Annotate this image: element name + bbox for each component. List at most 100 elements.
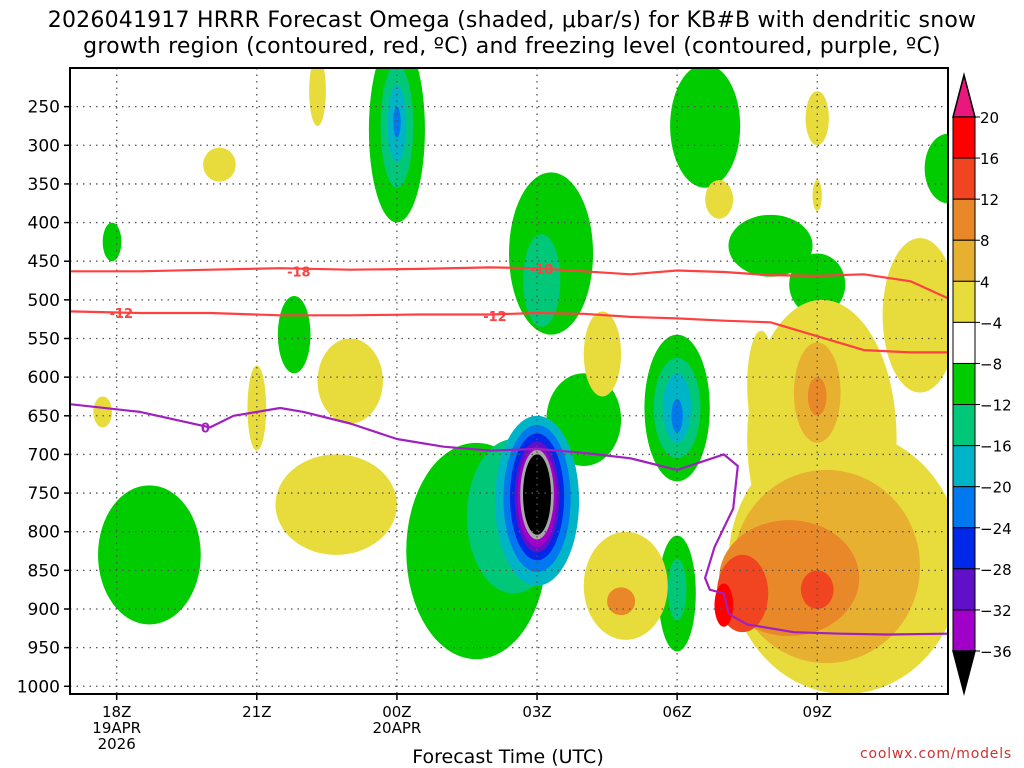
y-tick-label-1000: 1000 [17, 677, 60, 697]
colorbar-over-triangle [952, 72, 976, 118]
x-tick-label-18Z-0: 18Z [102, 703, 131, 721]
colorbar-box-8 [952, 445, 976, 488]
contour-label-dgz-minus-12-0: -12 [110, 307, 134, 322]
x-tick-label-03Z-0: 03Z [522, 703, 551, 721]
colorbar-label-13: −36 [980, 643, 1012, 661]
y-tick-label-350: 350 [28, 175, 60, 195]
omega-region-yellow-41 [882, 238, 948, 393]
x-tick-label-06Z-0: 06Z [662, 703, 691, 721]
x-tick-label-00Z-0: 00Z [382, 703, 411, 721]
colorbar-box-4 [952, 280, 976, 323]
omega-region-orange-47 [807, 377, 827, 416]
plot-frame [69, 67, 949, 695]
omega-region-yellow-34 [309, 68, 326, 126]
omega-region-red-51 [714, 583, 734, 627]
colorbar-box-12 [952, 609, 976, 652]
omega-region-green-5 [670, 68, 741, 188]
colorbar-under-triangle [952, 650, 976, 696]
omega-region-yellow-32 [275, 454, 397, 555]
y-tick-label-600: 600 [28, 368, 60, 388]
omega-region-green-11 [277, 295, 311, 374]
omega-region-orange-48 [607, 587, 636, 616]
omega-region-yellow-39 [812, 180, 822, 211]
omega-region-yellow-40 [705, 180, 734, 219]
omega-region-yellow-38 [805, 91, 829, 146]
contour-label-freezing-level-0-0: 0 [201, 421, 210, 436]
chart-title-line-2: growth region (contoured, red, ºC) and f… [83, 34, 941, 59]
omega-region-yellow-30 [203, 147, 236, 182]
omega-region-yellow-35 [583, 531, 668, 640]
contour-label-dgz-minus-18-0: -18 [287, 265, 311, 280]
omega-region-green-4 [102, 222, 122, 262]
x-tick-label-09Z-0: 09Z [803, 703, 832, 721]
omega-region-yellow-31 [247, 365, 267, 451]
x-tick-label-21Z-0: 21Z [242, 703, 271, 721]
y-tick-label-500: 500 [28, 291, 60, 311]
y-tick-label-950: 950 [28, 639, 60, 659]
y-tick-label-550: 550 [28, 329, 60, 349]
credit-text: coolwx.com/models [859, 746, 1012, 762]
colorbar-box-5 [952, 321, 976, 364]
colorbar-label-9: −20 [980, 479, 1012, 497]
colorbar-box-0 [952, 116, 976, 159]
colorbar-label-11: −28 [980, 561, 1012, 579]
contour-line-dgz-minus-12 [70, 310, 948, 354]
colorbar-box-7 [952, 404, 976, 447]
omega-region-yellow-36 [583, 311, 622, 397]
colorbar: 20 16 12 8 4 −4 −8 −12 −16 −20 −24 −28 −32 −36 [952, 72, 1012, 696]
y-tick-label-300: 300 [28, 136, 60, 156]
contour-label-dgz-minus-18-1: -18 [530, 263, 554, 278]
omega-region-blue-3 [393, 106, 401, 138]
colorbar-box-9 [952, 486, 976, 529]
contour-line-freezing-level-0 [70, 403, 948, 636]
omega-region-teal-28 [667, 558, 687, 621]
omega-region-blue-26 [671, 398, 683, 433]
x-axis-title: Forecast Time (UTC) [0, 746, 1024, 768]
y-tick-label-750: 750 [28, 484, 60, 504]
y-tick-label-450: 450 [28, 252, 60, 272]
omega-region-black-22 [523, 454, 552, 535]
y-tick-label-250: 250 [28, 98, 60, 118]
omega-region-yellow-33 [317, 338, 383, 424]
temperature-contours: -18 -18 -12 -12 0 [70, 263, 948, 636]
x-tick-label-18Z-2: 2026 [98, 735, 136, 753]
colorbar-box-2 [952, 198, 976, 241]
colorbar-box-1 [952, 157, 976, 200]
x-axis-title-text: Forecast Time (UTC) [412, 746, 604, 768]
colorbar-label-1: 16 [980, 150, 999, 168]
colorbar-label-0: 20 [980, 109, 999, 127]
colorbar-label-3: 8 [980, 232, 990, 250]
colorbar-label-12: −32 [980, 602, 1012, 620]
colorbar-label-10: −24 [980, 520, 1012, 538]
colorbar-box-11 [952, 568, 976, 611]
omega-shading [93, 68, 948, 694]
y-tick-label-700: 700 [28, 445, 60, 465]
colorbar-box-3 [952, 239, 976, 282]
colorbar-label-2: 12 [980, 191, 999, 209]
y-tick-label-900: 900 [28, 600, 60, 620]
colorbar-box-10 [952, 527, 976, 570]
contour-label-dgz-minus-12-1: -12 [483, 310, 507, 325]
y-tick-label-400: 400 [28, 214, 60, 234]
colorbar-label-4: 4 [980, 273, 990, 291]
omega-region-yellow-29 [93, 396, 113, 428]
colorbar-box-6 [952, 362, 976, 406]
omega-region-teal-10 [523, 234, 561, 327]
y-tick-label-850: 850 [28, 561, 60, 581]
grid-lines [70, 68, 948, 694]
chart-title-line-1: 2026041917 HRRR Forecast Omega (shaded, … [47, 8, 977, 33]
colorbar-label-6: −8 [980, 355, 1002, 373]
omega-region-redorange-50 [800, 570, 834, 609]
colorbar-label-5: −4 [980, 314, 1002, 332]
y-tick-label-650: 650 [28, 407, 60, 427]
omega-region-green-6 [924, 133, 948, 204]
contour-line-dgz-minus-18 [70, 266, 948, 300]
colorbar-label-8: −16 [980, 438, 1012, 456]
x-tick-label-00Z-1: 20APR [373, 719, 422, 737]
y-tick-label-800: 800 [28, 523, 60, 543]
colorbar-label-7: −12 [980, 397, 1012, 415]
omega-region-green-12 [98, 485, 201, 625]
axes: 250 300 350 400 450 500 550 600 650 700 750 800 850 9… [17, 67, 949, 753]
x-tick-label-18Z-1: 19APR [92, 719, 141, 737]
